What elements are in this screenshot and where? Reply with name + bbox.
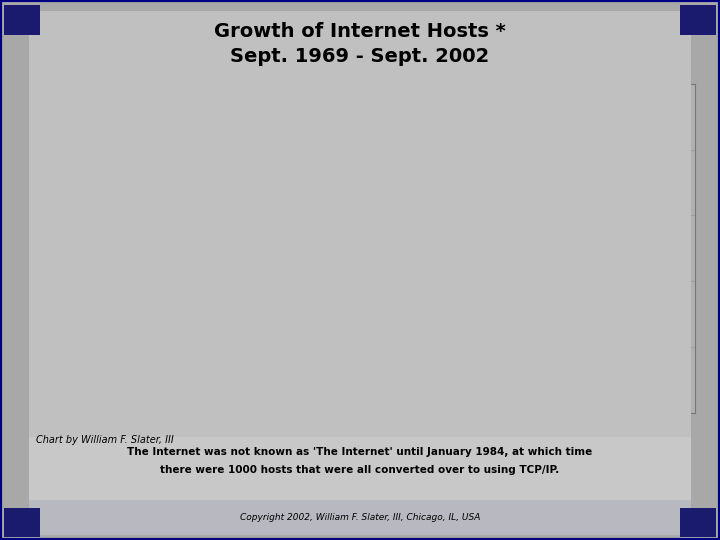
Text: there were 1000 hosts that were all converted over to using TCP/IP.: there were 1000 hosts that were all conv… bbox=[161, 465, 559, 475]
Text: Chart by William F. Slater, III: Chart by William F. Slater, III bbox=[36, 435, 174, 445]
Text: Copyright 2002, William F. Slater, III, Chicago, IL, USA: Copyright 2002, William F. Slater, III, … bbox=[240, 513, 480, 522]
Text: Sept. 1, 2002: Sept. 1, 2002 bbox=[608, 116, 678, 126]
Text: The Internet was not known as 'The Internet' until January 1984, at which time: The Internet was not known as 'The Inter… bbox=[127, 447, 593, 457]
Y-axis label: No. of Hosts: No. of Hosts bbox=[32, 210, 42, 287]
X-axis label: Time Period: Time Period bbox=[365, 497, 449, 510]
Text: Growth of Internet Hosts *
Sept. 1969 - Sept. 2002: Growth of Internet Hosts * Sept. 1969 - … bbox=[214, 22, 506, 65]
Text: Dot-Com Bust Begins: Dot-Com Bust Begins bbox=[572, 279, 683, 361]
